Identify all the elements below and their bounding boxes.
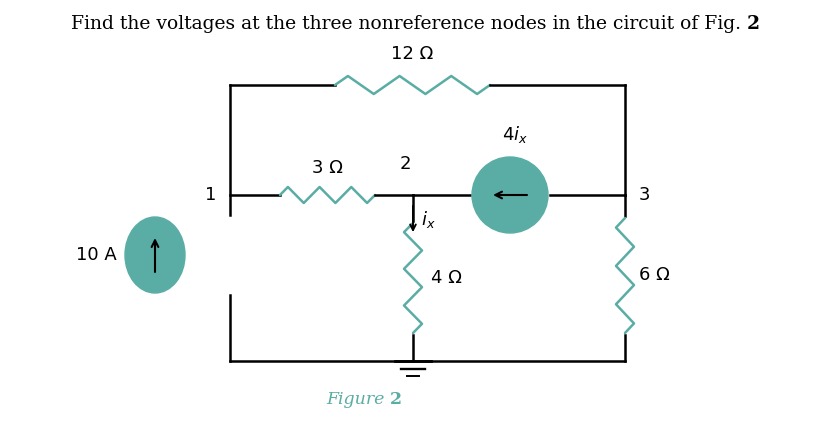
Text: 12 Ω: 12 Ω [391, 45, 434, 63]
Text: $i_x$: $i_x$ [421, 209, 435, 229]
Text: 6 Ω: 6 Ω [639, 266, 670, 284]
Text: 2: 2 [399, 155, 411, 173]
Circle shape [472, 157, 548, 233]
Text: 2: 2 [747, 15, 760, 33]
Text: Figure: Figure [326, 391, 390, 408]
Text: 3: 3 [639, 186, 650, 204]
Text: 3 Ω: 3 Ω [312, 159, 343, 177]
Text: 10 A: 10 A [76, 246, 117, 264]
Text: 1: 1 [204, 186, 216, 204]
Text: 2: 2 [390, 391, 402, 408]
Text: Find the voltages at the three nonreference nodes in the circuit of Fig.: Find the voltages at the three nonrefere… [71, 15, 747, 33]
Ellipse shape [125, 217, 185, 293]
Text: $4i_x$: $4i_x$ [502, 124, 528, 145]
Text: 4 Ω: 4 Ω [431, 269, 462, 287]
